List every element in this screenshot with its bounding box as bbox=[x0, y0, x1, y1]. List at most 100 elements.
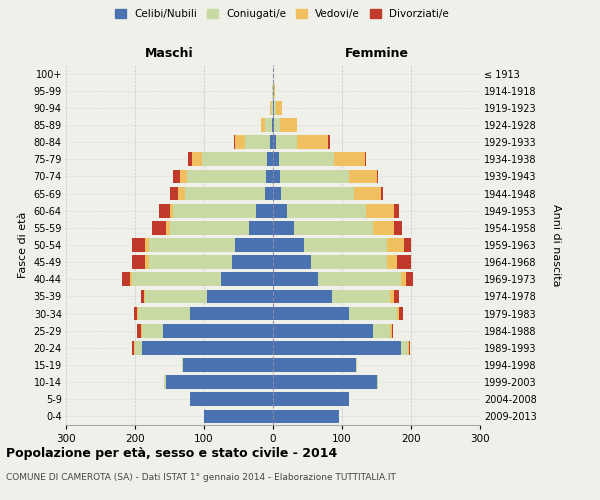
Bar bbox=[140, 324, 142, 338]
Bar bbox=[273, 392, 349, 406]
Bar bbox=[273, 221, 294, 234]
Bar bbox=[170, 186, 178, 200]
Bar bbox=[145, 256, 149, 269]
Bar bbox=[152, 221, 166, 234]
Bar bbox=[274, 118, 280, 132]
Text: COMUNE DI CAMEROTA (SA) - Dati ISTAT 1° gennaio 2014 - Elaborazione TUTTITALIA.I: COMUNE DI CAMEROTA (SA) - Dati ISTAT 1° … bbox=[6, 472, 396, 482]
Y-axis label: Fasce di età: Fasce di età bbox=[18, 212, 28, 278]
Bar bbox=[122, 272, 130, 286]
Bar bbox=[273, 376, 377, 389]
Bar bbox=[269, 136, 273, 149]
Bar bbox=[184, 358, 273, 372]
Bar bbox=[134, 341, 135, 354]
Bar bbox=[265, 186, 273, 200]
Bar bbox=[170, 221, 249, 234]
Bar bbox=[273, 410, 338, 424]
Bar bbox=[202, 152, 268, 166]
Bar bbox=[235, 136, 245, 149]
Bar bbox=[273, 84, 274, 98]
Bar bbox=[273, 170, 280, 183]
Bar bbox=[134, 306, 137, 320]
Bar bbox=[273, 152, 278, 166]
Bar bbox=[273, 290, 332, 304]
Bar bbox=[272, 84, 273, 98]
Bar bbox=[328, 136, 329, 149]
Bar bbox=[273, 358, 356, 372]
Bar bbox=[391, 290, 394, 304]
Bar bbox=[399, 306, 403, 320]
Bar bbox=[401, 341, 407, 354]
Bar bbox=[131, 256, 145, 269]
Bar bbox=[235, 238, 273, 252]
Bar bbox=[140, 290, 144, 304]
Bar bbox=[145, 238, 149, 252]
Bar bbox=[406, 272, 413, 286]
Text: Maschi: Maschi bbox=[145, 47, 194, 60]
Bar bbox=[273, 136, 277, 149]
Bar bbox=[268, 152, 273, 166]
Bar bbox=[366, 204, 394, 218]
Bar bbox=[394, 204, 399, 218]
Bar bbox=[191, 152, 202, 166]
Bar bbox=[318, 272, 401, 286]
Text: Popolazione per età, sesso e stato civile - 2014: Popolazione per età, sesso e stato civil… bbox=[6, 448, 337, 460]
Bar bbox=[377, 170, 378, 183]
Bar bbox=[277, 101, 282, 114]
Bar bbox=[278, 152, 334, 166]
Bar bbox=[149, 256, 232, 269]
Bar bbox=[287, 204, 366, 218]
Bar bbox=[232, 256, 273, 269]
Y-axis label: Anni di nascita: Anni di nascita bbox=[551, 204, 561, 286]
Bar bbox=[332, 290, 390, 304]
Bar bbox=[273, 101, 274, 114]
Bar bbox=[274, 101, 277, 114]
Bar bbox=[273, 306, 349, 320]
Bar bbox=[377, 376, 378, 389]
Bar bbox=[271, 101, 273, 114]
Bar bbox=[334, 152, 365, 166]
Bar bbox=[178, 186, 185, 200]
Bar bbox=[273, 256, 311, 269]
Bar bbox=[281, 186, 354, 200]
Bar bbox=[149, 238, 235, 252]
Bar bbox=[142, 324, 163, 338]
Bar bbox=[354, 186, 382, 200]
Bar bbox=[131, 272, 221, 286]
Bar bbox=[266, 170, 273, 183]
Bar bbox=[166, 221, 170, 234]
Bar bbox=[273, 272, 318, 286]
Bar bbox=[294, 221, 373, 234]
Bar bbox=[182, 358, 184, 372]
Bar bbox=[130, 272, 131, 286]
Bar bbox=[137, 306, 139, 320]
Bar bbox=[387, 256, 397, 269]
Bar bbox=[137, 324, 140, 338]
Bar bbox=[273, 204, 287, 218]
Bar bbox=[401, 272, 406, 286]
Bar bbox=[245, 136, 269, 149]
Bar bbox=[131, 341, 134, 354]
Bar bbox=[382, 186, 383, 200]
Bar bbox=[139, 306, 190, 320]
Bar bbox=[185, 186, 265, 200]
Bar bbox=[394, 290, 399, 304]
Bar bbox=[249, 221, 273, 234]
Bar bbox=[311, 256, 387, 269]
Bar bbox=[277, 136, 297, 149]
Bar bbox=[170, 204, 173, 218]
Bar bbox=[173, 204, 256, 218]
Bar bbox=[166, 376, 273, 389]
Bar bbox=[397, 306, 399, 320]
Bar bbox=[280, 118, 297, 132]
Bar bbox=[190, 306, 273, 320]
Bar bbox=[273, 341, 401, 354]
Bar bbox=[356, 358, 357, 372]
Legend: Celibi/Nubili, Coniugati/e, Vedovi/e, Divorziati/e: Celibi/Nubili, Coniugati/e, Vedovi/e, Di… bbox=[111, 5, 453, 24]
Bar bbox=[349, 170, 377, 183]
Bar bbox=[173, 170, 180, 183]
Bar bbox=[261, 118, 265, 132]
Bar bbox=[373, 324, 391, 338]
Bar bbox=[269, 101, 271, 114]
Bar bbox=[273, 118, 274, 132]
Bar bbox=[221, 272, 273, 286]
